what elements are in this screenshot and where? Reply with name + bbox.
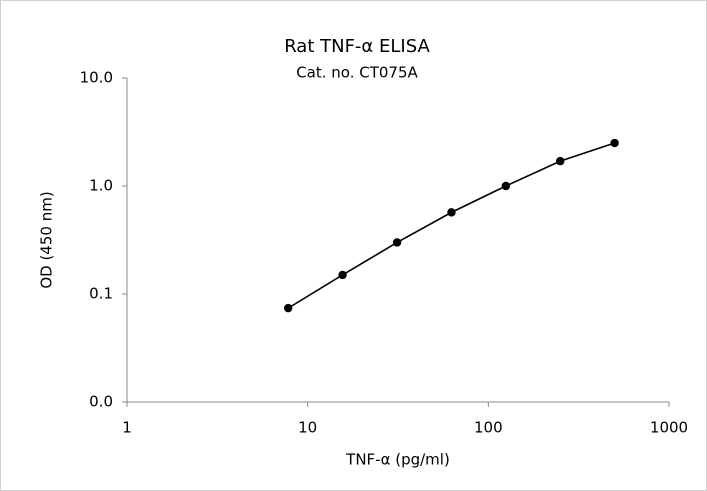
x-tick-label: 1 — [122, 419, 132, 437]
data-point — [338, 270, 347, 280]
data-point — [610, 138, 619, 148]
data-point — [556, 156, 565, 166]
x-axis-title: TNF-α (pg/ml) — [345, 451, 450, 469]
y-tick-label: 10.0 — [80, 69, 113, 87]
data-point — [501, 181, 511, 191]
y-axis-title: OD (450 nm) — [38, 191, 56, 288]
chart-subtitle: Cat. no. CT075A — [296, 64, 418, 82]
chart-title: Rat TNF-α ELISA — [284, 36, 430, 57]
x-tick-label: 10 — [298, 419, 317, 437]
y-tick-label: 0.1 — [89, 285, 113, 303]
data-point — [283, 303, 293, 313]
y-tick-label: 0.0 — [89, 393, 113, 411]
x-tick-label: 100 — [474, 419, 503, 437]
y-tick-label: 1.0 — [89, 177, 113, 195]
data-point — [447, 208, 456, 217]
x-tick-label: 1000 — [650, 419, 688, 437]
data-point — [392, 238, 402, 247]
